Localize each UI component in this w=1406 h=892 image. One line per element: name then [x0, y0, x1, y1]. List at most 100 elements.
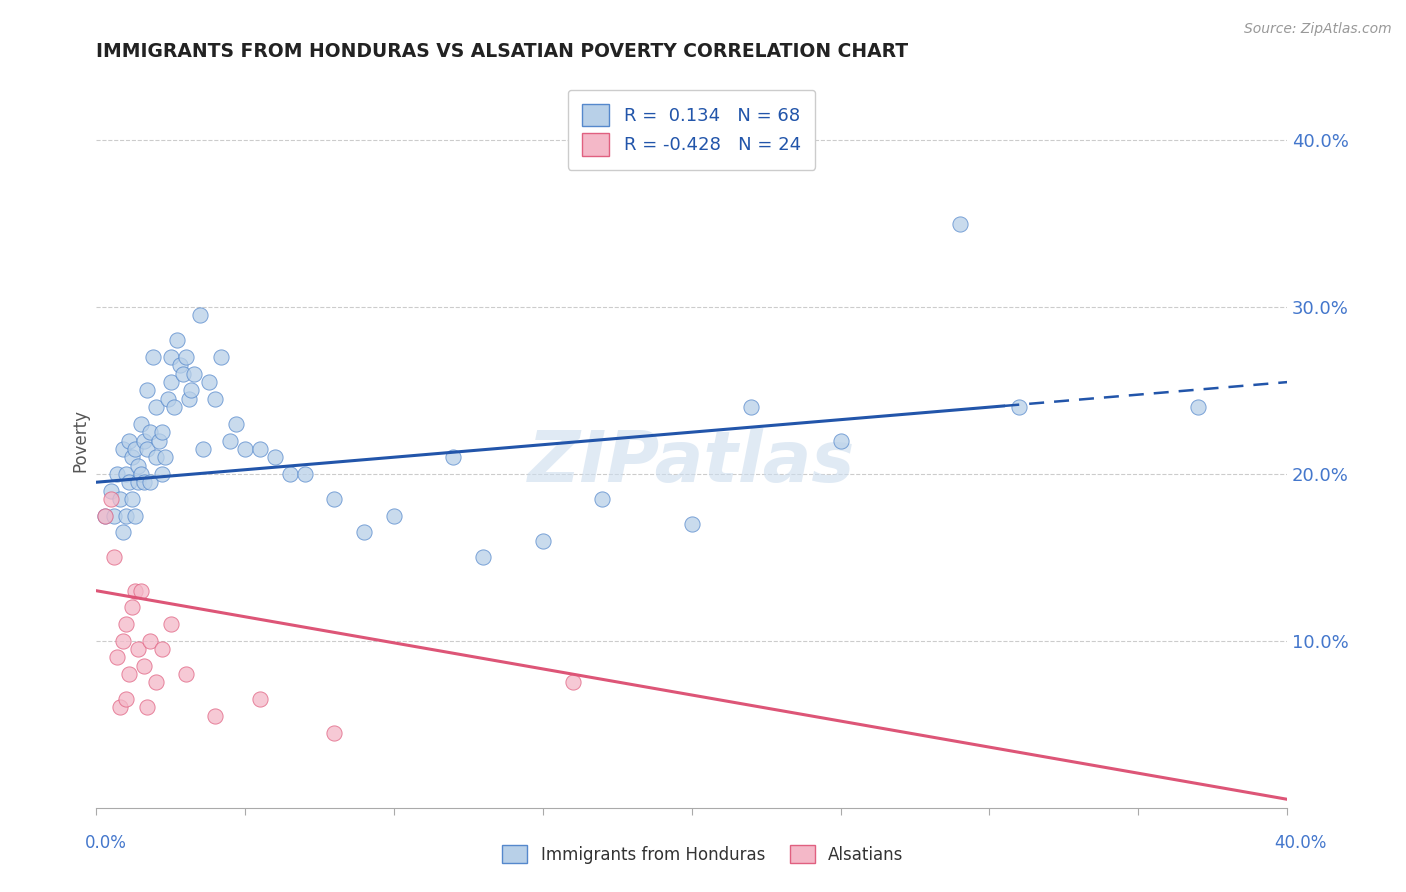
Point	[148, 434, 170, 448]
Point	[162, 400, 184, 414]
Point	[121, 491, 143, 506]
Point	[561, 675, 583, 690]
Point	[204, 709, 226, 723]
Point	[132, 434, 155, 448]
Point	[139, 633, 162, 648]
Point	[103, 550, 125, 565]
Text: IMMIGRANTS FROM HONDURAS VS ALSATIAN POVERTY CORRELATION CHART: IMMIGRANTS FROM HONDURAS VS ALSATIAN POV…	[96, 42, 908, 61]
Point	[156, 392, 179, 406]
Point	[443, 450, 465, 465]
Point	[105, 467, 128, 481]
Point	[353, 525, 375, 540]
Point	[100, 483, 122, 498]
Point	[145, 675, 167, 690]
Point	[323, 491, 346, 506]
Point	[263, 450, 285, 465]
Point	[124, 508, 146, 523]
Point	[129, 417, 152, 431]
Point	[198, 375, 221, 389]
Point	[103, 508, 125, 523]
Point	[180, 384, 202, 398]
Point	[225, 417, 247, 431]
Point	[111, 525, 134, 540]
Point	[94, 508, 117, 523]
Point	[830, 434, 852, 448]
Point	[132, 475, 155, 490]
Point	[111, 442, 134, 456]
Point	[105, 650, 128, 665]
Point	[115, 508, 138, 523]
Point	[204, 392, 226, 406]
Point	[139, 425, 162, 440]
Point	[177, 392, 200, 406]
Point	[172, 367, 194, 381]
Point	[124, 442, 146, 456]
Point	[127, 642, 149, 657]
Point	[323, 725, 346, 739]
Point	[129, 583, 152, 598]
Point	[118, 667, 141, 681]
Text: ZIPatlas: ZIPatlas	[529, 428, 855, 497]
Point	[115, 467, 138, 481]
Point	[129, 467, 152, 481]
Point	[193, 442, 215, 456]
Point	[249, 692, 271, 706]
Point	[115, 617, 138, 632]
Point	[382, 508, 405, 523]
Point	[135, 384, 157, 398]
Point	[94, 508, 117, 523]
Point	[111, 633, 134, 648]
Point	[1187, 400, 1209, 414]
Point	[100, 491, 122, 506]
Point	[135, 700, 157, 714]
Point	[108, 491, 131, 506]
Point	[127, 458, 149, 473]
Point	[174, 350, 197, 364]
Point	[135, 442, 157, 456]
Point	[294, 467, 316, 481]
Point	[121, 600, 143, 615]
Point	[219, 434, 242, 448]
Text: 40.0%: 40.0%	[1274, 834, 1327, 852]
Text: 0.0%: 0.0%	[84, 834, 127, 852]
Point	[115, 692, 138, 706]
Point	[132, 658, 155, 673]
Point	[145, 450, 167, 465]
Point	[139, 475, 162, 490]
Text: Source: ZipAtlas.com: Source: ZipAtlas.com	[1244, 22, 1392, 37]
Point	[169, 359, 191, 373]
Point	[118, 475, 141, 490]
Point	[174, 667, 197, 681]
Point	[249, 442, 271, 456]
Point	[278, 467, 301, 481]
Point	[150, 425, 173, 440]
Point	[159, 617, 181, 632]
Point	[472, 550, 495, 565]
Point	[145, 400, 167, 414]
Point	[142, 350, 165, 364]
Point	[591, 491, 613, 506]
Point	[150, 642, 173, 657]
Point	[1008, 400, 1031, 414]
Point	[233, 442, 256, 456]
Point	[127, 475, 149, 490]
Point	[183, 367, 205, 381]
Point	[159, 350, 181, 364]
Point	[681, 516, 703, 531]
Point	[190, 309, 212, 323]
Point	[118, 434, 141, 448]
Point	[121, 450, 143, 465]
Point	[159, 375, 181, 389]
Legend: R =  0.134   N = 68, R = -0.428   N = 24: R = 0.134 N = 68, R = -0.428 N = 24	[568, 90, 815, 170]
Point	[166, 334, 188, 348]
Point	[124, 583, 146, 598]
Point	[150, 467, 173, 481]
Point	[948, 217, 970, 231]
Point	[153, 450, 176, 465]
Point	[209, 350, 232, 364]
Y-axis label: Poverty: Poverty	[72, 409, 89, 472]
Point	[740, 400, 762, 414]
Point	[108, 700, 131, 714]
Legend: Immigrants from Honduras, Alsatians: Immigrants from Honduras, Alsatians	[496, 838, 910, 871]
Point	[531, 533, 554, 548]
